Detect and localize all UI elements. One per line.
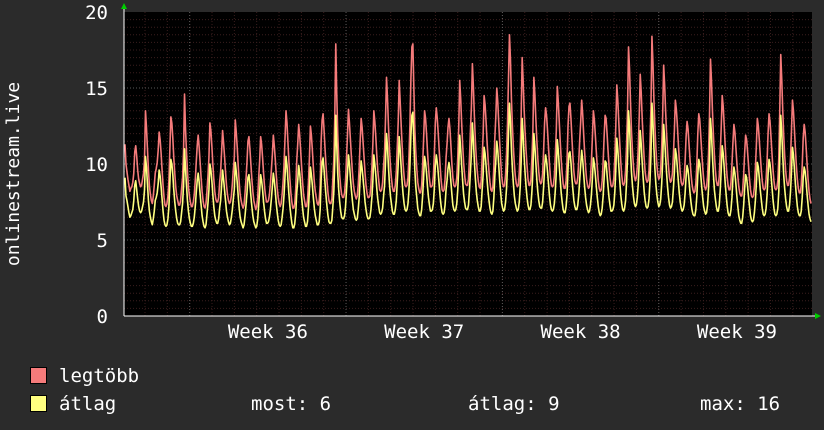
tick-labels: 0 5 10 15 20 Week 36 Week 37 Week 38 Week 39 [85,2,777,343]
axes [121,3,821,319]
stat-current: most: 6 [251,390,331,418]
y-tick-label: 20 [85,2,108,24]
y-axis-arrow-icon [121,3,127,9]
legend: legtöbb átlag most: 6 átlag: 9 max: 16 [30,362,810,418]
y-tick-label: 0 [97,306,108,328]
legend-label-max: legtöbb [59,365,140,387]
x-axis-arrow-icon [815,313,821,319]
stat-maximum-label: max: [700,393,746,415]
stat-average-value: 9 [548,393,560,415]
legend-swatch-avg [30,395,47,412]
stat-current-label: most: [251,393,309,415]
legend-swatch-max [30,367,47,384]
y-tick-label: 10 [85,154,108,176]
series-line-0 [124,33,812,211]
x-tick-label: Week 39 [697,321,777,343]
x-tick-label: Week 38 [541,321,621,343]
stat-average: átlag: 9 [468,390,560,418]
stat-maximum: max: 16 [700,390,780,418]
series-line-1 [124,102,812,229]
stat-current-value: 6 [319,393,332,415]
stat-maximum-value: 16 [757,393,781,415]
legend-row-max: legtöbb [30,362,810,390]
y-tick-label: 5 [97,230,108,252]
stat-average-label: átlag: [468,393,537,415]
x-tick-label: Week 37 [384,321,464,343]
legend-label-avg: átlag [59,393,117,415]
y-axis-label: onlinestream.live [3,82,24,266]
y-tick-label: 15 [85,78,108,100]
x-tick-label: Week 36 [228,321,308,343]
legend-row-avg: átlag most: 6 átlag: 9 max: 16 [30,390,810,418]
series-layer [124,33,812,229]
